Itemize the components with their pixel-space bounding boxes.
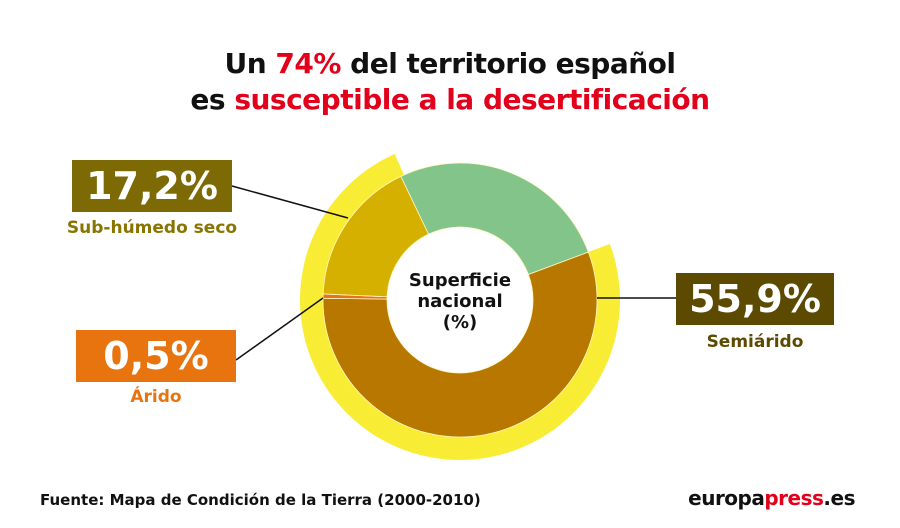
value-box-semiarido: 55,9% <box>676 273 834 325</box>
leader-line-subhumedo <box>231 185 349 219</box>
europapress-logo: europapress.es <box>688 486 855 510</box>
slice-rest <box>400 162 589 275</box>
label-arido: Árido <box>130 387 182 407</box>
label-semiarido: Semiárido <box>706 332 804 352</box>
value-box-arido: 0,5% <box>76 330 236 382</box>
slice-semiárido <box>322 251 598 438</box>
title-line-1: Un 74% del territorio español <box>224 47 676 80</box>
value-box-subhumedo: 17,2% <box>72 160 232 212</box>
center-label: Superficie nacional (%) <box>408 270 512 333</box>
label-subhumedo: Sub-húmedo seco <box>66 218 238 238</box>
source-note: Fuente: Mapa de Condición de la Tierra (… <box>40 491 481 509</box>
title-line-2: es susceptible a la desertificación <box>190 83 710 116</box>
leader-line-arido <box>235 297 324 361</box>
